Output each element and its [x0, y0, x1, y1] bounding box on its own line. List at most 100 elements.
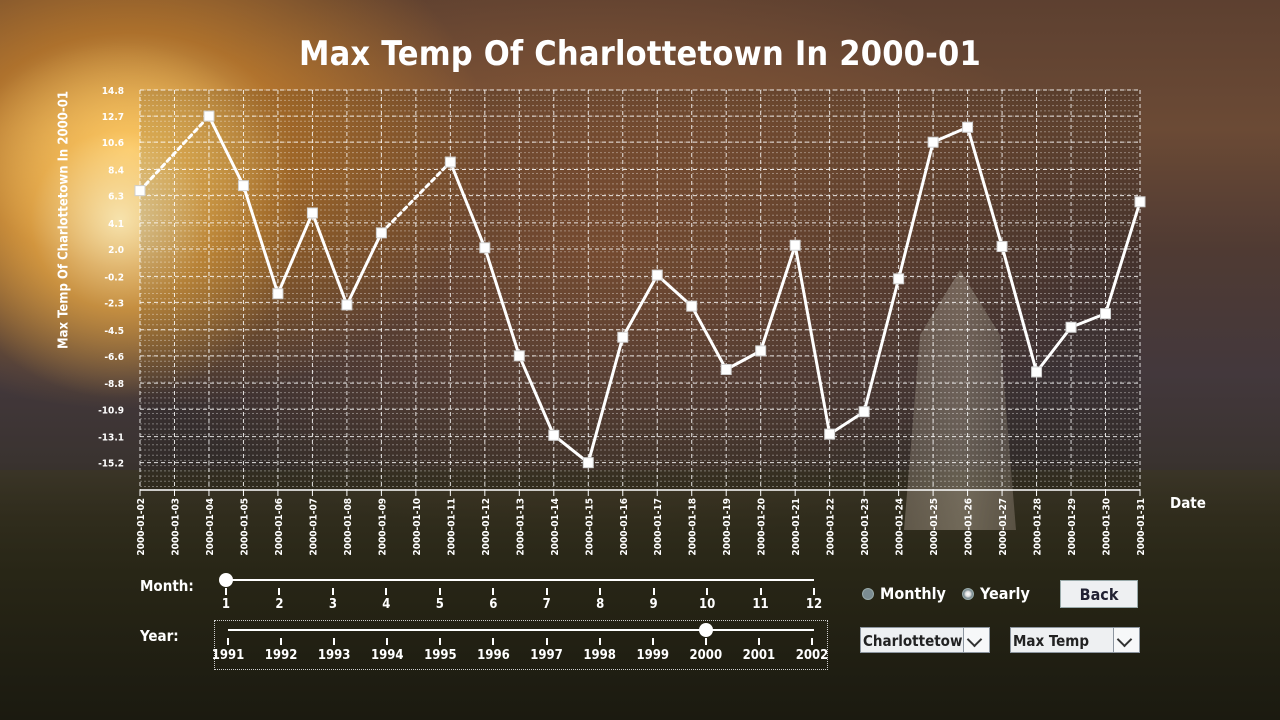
data-point[interactable] — [479, 242, 491, 254]
x-tick-label: 2000-01-26 — [964, 498, 975, 556]
x-tick-label: 2000-01-11 — [446, 498, 457, 556]
data-point[interactable] — [617, 331, 629, 343]
data-point[interactable] — [237, 180, 249, 192]
slider-tick-label: 12 — [805, 597, 823, 612]
data-point[interactable] — [341, 299, 353, 311]
radio-monthly[interactable]: Monthly — [862, 584, 946, 603]
x-tick-label: 2000-01-22 — [826, 498, 837, 556]
data-point[interactable] — [824, 428, 836, 440]
slider-tick-label: 9 — [649, 597, 658, 612]
data-point[interactable] — [1031, 366, 1043, 378]
data-point[interactable] — [548, 429, 560, 441]
radio-yearly[interactable]: Yearly — [962, 584, 1030, 603]
data-point[interactable] — [927, 136, 939, 148]
y-tick-label: -6.6 — [104, 352, 124, 363]
radio-monthly-indicator[interactable] — [862, 587, 874, 600]
data-point[interactable] — [513, 350, 525, 362]
city-select[interactable]: Charlottetown — [860, 627, 990, 653]
data-point[interactable] — [789, 239, 801, 251]
year-slider-thumb[interactable] — [698, 623, 713, 637]
slider-tick — [545, 588, 548, 595]
y-tick-label: -2.3 — [104, 298, 124, 309]
data-point[interactable] — [203, 110, 215, 122]
slider-tick — [704, 638, 707, 645]
x-tick-label: 2000-01-28 — [1033, 498, 1044, 556]
y-tick-label: -8.8 — [104, 379, 124, 390]
month-slider-thumb[interactable] — [219, 573, 233, 587]
x-tick-label: 2000-01-09 — [377, 498, 388, 556]
metric-select[interactable]: Max Temp — [1010, 627, 1140, 653]
series-line-segment — [862, 277, 901, 414]
data-point[interactable] — [651, 269, 663, 281]
data-point[interactable] — [996, 241, 1008, 253]
data-point[interactable] — [858, 406, 870, 418]
x-tick-label: 2000-01-14 — [550, 498, 561, 556]
series-line-segment — [345, 231, 383, 307]
series-line-segment — [517, 354, 556, 437]
data-point[interactable] — [686, 300, 698, 312]
data-point[interactable] — [1065, 321, 1077, 333]
x-tick-label: 2000-01-05 — [239, 498, 250, 556]
slider-tick-label: 1996 — [477, 648, 510, 663]
data-point[interactable] — [444, 156, 456, 168]
data-point[interactable] — [582, 457, 594, 469]
slider-tick-label: 6 — [489, 597, 498, 612]
x-tick-label: 2000-01-10 — [412, 498, 423, 556]
x-tick-label: 2000-01-15 — [584, 498, 595, 556]
x-tick-label: 2000-01-08 — [343, 498, 354, 556]
slider-tick-label: 2002 — [795, 648, 829, 663]
data-point[interactable] — [134, 185, 146, 197]
chevron-down-icon[interactable] — [1113, 628, 1139, 652]
back-button[interactable]: Back — [1060, 580, 1138, 608]
chevron-down-icon[interactable] — [963, 628, 989, 652]
slider-tick — [652, 588, 655, 595]
y-tick-label: 14.8 — [102, 86, 124, 97]
slider-tick-label: 10 — [698, 597, 716, 612]
x-tick-label: 2000-01-21 — [791, 498, 802, 556]
x-tick-label: 2000-01-31 — [1136, 498, 1147, 556]
series-gap-segment — [379, 160, 452, 235]
slider-tick — [598, 638, 601, 645]
plot-area — [140, 90, 1140, 490]
slider-tick — [492, 588, 495, 595]
series-line-segment — [828, 410, 866, 436]
y-tick-label: -15.2 — [98, 459, 124, 470]
year-slider-focus-box — [214, 620, 828, 670]
series-line-segment — [966, 125, 1004, 249]
y-tick-label: 12.7 — [102, 112, 124, 123]
x-tick-label: 2000-01-29 — [1067, 498, 1078, 556]
data-point[interactable] — [272, 288, 284, 300]
data-point[interactable] — [306, 207, 318, 219]
data-point[interactable] — [962, 121, 974, 133]
radio-yearly-indicator[interactable] — [962, 587, 974, 600]
slider-tick-label: 1993 — [317, 648, 351, 663]
slider-tick — [811, 638, 813, 645]
data-point[interactable] — [893, 273, 905, 285]
y-tick-label: 4.1 — [108, 219, 124, 230]
y-tick-label: -4.5 — [104, 326, 124, 337]
slider-tick-label: 2000 — [689, 648, 723, 663]
series-line-segment — [1035, 325, 1073, 374]
data-point[interactable] — [720, 364, 732, 376]
data-point[interactable] — [375, 227, 387, 239]
x-tick-label: 2000-01-07 — [308, 498, 319, 556]
data-point[interactable] — [1134, 196, 1146, 208]
slider-tick — [545, 638, 548, 645]
data-point[interactable] — [1100, 308, 1112, 320]
series-line-segment — [655, 273, 694, 308]
month-slider-track[interactable] — [226, 579, 814, 581]
radio-monthly-label: Monthly — [880, 584, 946, 603]
slider-tick-label: 1994 — [370, 648, 404, 663]
slider-tick — [227, 638, 229, 645]
year-slider-track[interactable] — [228, 629, 814, 631]
slider-tick-label: 1999 — [636, 648, 669, 663]
data-point[interactable] — [755, 345, 767, 357]
slider-tick — [333, 638, 336, 645]
x-tick-label: 2000-01-24 — [895, 498, 906, 556]
slider-tick — [757, 638, 760, 645]
x-tick-label: 2000-01-23 — [860, 498, 871, 556]
slider-tick-label: 8 — [596, 597, 605, 612]
slider-tick-label: 1998 — [583, 648, 616, 663]
slider-tick-label: 1991 — [211, 648, 245, 663]
